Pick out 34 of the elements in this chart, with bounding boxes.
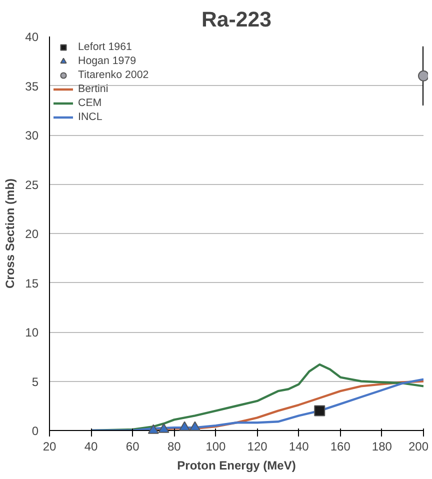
point (418, 70, 428, 82)
point (189, 421, 200, 431)
point (148, 424, 159, 434)
legend-label: CEM (78, 96, 102, 110)
y-tick-label: 30 (25, 128, 39, 142)
y-tick-label: 20 (25, 227, 39, 241)
legend-label: Bertini (78, 82, 108, 96)
legend-label: Lefort 1961 (78, 40, 132, 54)
y-tick-label: 25 (25, 178, 39, 192)
y-axis-title: Cross Section (mb) (3, 178, 18, 289)
x-tick-label: 100 (206, 440, 226, 454)
x-tick-label: 80 (167, 440, 182, 454)
x-tick-label: 60 (126, 440, 140, 454)
y-tick-label: 10 (25, 326, 39, 340)
x-axis-title: Proton Energy (MeV) (177, 458, 296, 472)
point (179, 421, 190, 431)
x-tick-label: 20 (42, 440, 56, 454)
y-tick-label: 35 (25, 79, 39, 94)
chart-title: Ra-223 (202, 8, 272, 32)
point (158, 423, 170, 433)
point (314, 405, 326, 416)
legend-label: Titarenko 2002 (78, 68, 149, 82)
legend-label: INCL (78, 110, 102, 124)
x-tick-label: 140 (288, 440, 310, 454)
y-tick-label: 15 (25, 276, 39, 290)
x-tick-label: 160 (330, 440, 351, 454)
y-tick-label: 40 (25, 30, 39, 44)
x-tick-label: 180 (372, 440, 392, 454)
x-tick-label: 40 (84, 440, 98, 454)
legend-label: Hogan 1979 (78, 54, 136, 68)
y-tick-label: 0 (32, 424, 39, 438)
y-tick-label: 5 (32, 374, 39, 389)
x-tick-label: 200 (408, 440, 429, 454)
x-tick-label: 120 (247, 440, 268, 454)
